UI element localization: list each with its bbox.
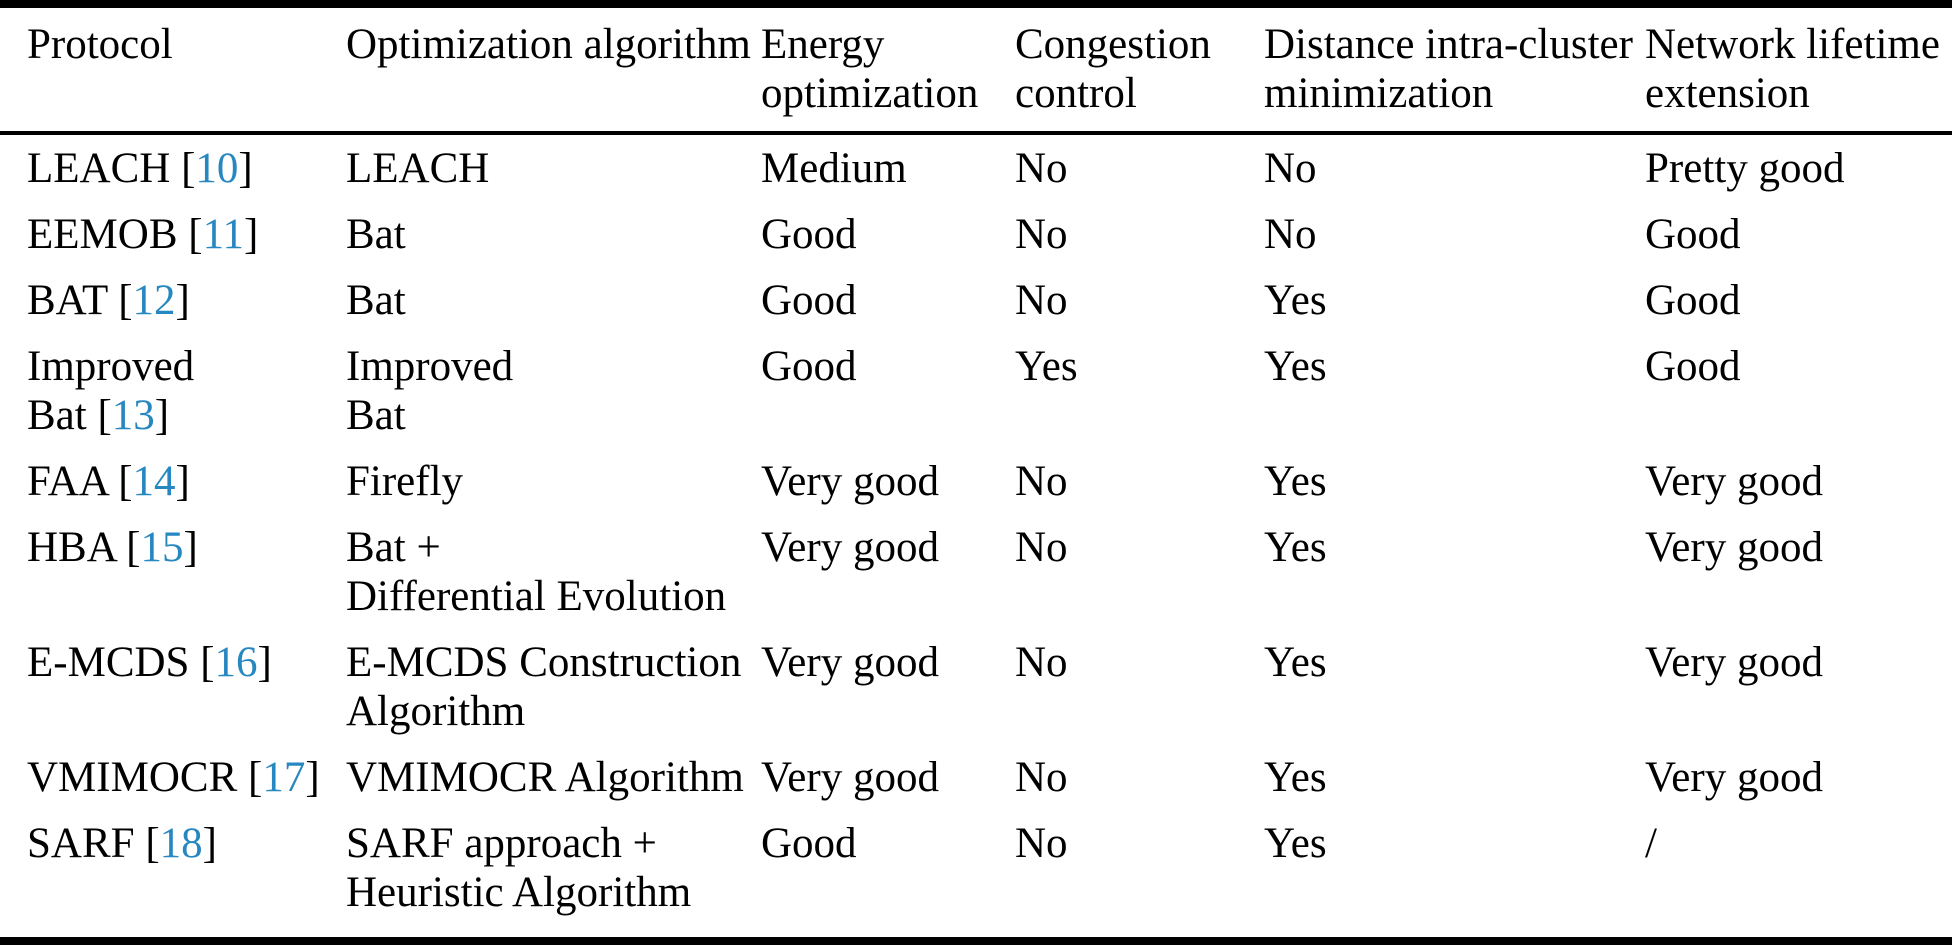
network-lifetime-cell: Good [1645, 211, 1741, 258]
citation-link[interactable]: 15 [140, 524, 184, 571]
column-header-algorithm: Optimization algorithm [346, 4, 761, 135]
network-lifetime-cell: Good [1645, 277, 1741, 324]
protocol-name: SARF [27, 820, 135, 867]
algorithm-cell: VMIMOCR Algorithm [346, 754, 744, 801]
network-lifetime-cell: Pretty good [1645, 145, 1845, 192]
energy-optimization-cell: Good [761, 343, 857, 390]
energy-optimization-cell: Good [761, 211, 857, 258]
congestion-control-cell: No [1015, 754, 1068, 801]
protocol-name: BAT [27, 277, 108, 324]
energy-optimization-cell: Very good [761, 524, 939, 571]
network-lifetime-cell: / [1645, 820, 1657, 867]
citation-link[interactable]: 10 [195, 145, 239, 192]
column-header-protocol: Protocol [0, 4, 346, 135]
distance-minimization-cell: Yes [1264, 277, 1327, 324]
distance-minimization-cell: Yes [1264, 458, 1327, 505]
citation-link[interactable]: 17 [262, 754, 306, 801]
citation-link[interactable]: 11 [202, 211, 244, 258]
protocol-cell: EEMOB [11] [27, 211, 259, 258]
table-row: VMIMOCR [17] VMIMOCR Algorithm Very good No… [0, 744, 1952, 810]
network-lifetime-cell: Very good [1645, 754, 1823, 801]
protocol-cell: BAT [12] [27, 277, 190, 324]
table-row: HBA [15] Bat + Differential Evolution Very… [0, 514, 1952, 629]
energy-optimization-cell: Medium [761, 145, 907, 192]
distance-minimization-cell: No [1264, 145, 1317, 192]
congestion-control-cell: No [1015, 211, 1068, 258]
citation-link[interactable]: 13 [111, 392, 155, 439]
table-row: FAA [14] Firefly Very good No Yes Very good [0, 448, 1952, 514]
table-row: LEACH [10] LEACH Medium No No Pretty good [0, 133, 1952, 201]
congestion-control-cell: No [1015, 820, 1068, 867]
column-header-congestion: Congestion control [1015, 4, 1264, 135]
distance-minimization-cell: Yes [1264, 754, 1327, 801]
congestion-control-cell: No [1015, 277, 1068, 324]
citation-link[interactable]: 18 [159, 820, 203, 867]
algorithm-cell: Bat + Differential Evolution [346, 524, 727, 620]
energy-optimization-cell: Good [761, 277, 857, 324]
distance-minimization-cell: Yes [1264, 343, 1327, 390]
algorithm-cell: Improved Bat [346, 343, 514, 439]
protocol-cell: SARF [18] [27, 820, 217, 867]
protocol-name: VMIMOCR [27, 754, 238, 801]
distance-minimization-cell: Yes [1264, 524, 1327, 571]
energy-optimization-cell: Good [761, 820, 857, 867]
protocol-cell: FAA [14] [27, 458, 190, 505]
network-lifetime-cell: Very good [1645, 458, 1823, 505]
protocol-cell: HBA [15] [27, 524, 198, 571]
algorithm-cell: Firefly [346, 458, 464, 505]
distance-minimization-cell: Yes [1264, 820, 1327, 867]
congestion-control-cell: No [1015, 145, 1068, 192]
table-row: Improved Bat [13] Improved Bat Good Yes Yes G… [0, 333, 1952, 448]
table-row: E-MCDS [16] E-MCDS Construction Algorithm… [0, 629, 1952, 744]
column-header-lifetime: Network lifetime extension [1645, 4, 1952, 135]
congestion-control-cell: Yes [1015, 343, 1078, 390]
citation-link[interactable]: 14 [132, 458, 176, 505]
protocol-cell: LEACH [10] [27, 145, 253, 192]
table-row: SARF [18] SARF approach + Heuristic Algor… [0, 810, 1952, 941]
algorithm-cell: Bat [346, 277, 406, 324]
header-row: Protocol Optimization algorithm Energy o… [0, 4, 1952, 135]
algorithm-cell: LEACH [346, 145, 490, 192]
table-body: LEACH [10] LEACH Medium No No Pretty good EEMO… [0, 133, 1952, 941]
distance-minimization-cell: No [1264, 211, 1317, 258]
algorithm-cell: SARF approach + Heuristic Algorithm [346, 820, 692, 916]
citation-link[interactable]: 16 [214, 639, 258, 686]
distance-minimization-cell: Yes [1264, 639, 1327, 686]
protocol-name: LEACH [27, 145, 171, 192]
algorithm-cell: E-MCDS Construction Algorithm [346, 639, 742, 735]
congestion-control-cell: No [1015, 639, 1068, 686]
citation-link[interactable]: 12 [132, 277, 176, 324]
network-lifetime-cell: Very good [1645, 639, 1823, 686]
protocol-name: EEMOB [27, 211, 178, 258]
protocol-name: Improved Bat [27, 343, 195, 439]
network-lifetime-cell: Good [1645, 343, 1741, 390]
algorithm-cell: Bat [346, 211, 406, 258]
protocol-name: FAA [27, 458, 108, 505]
table-header: Protocol Optimization algorithm Energy o… [0, 4, 1952, 135]
table-row: BAT [12] Bat Good No Yes Good [0, 267, 1952, 333]
energy-optimization-cell: Very good [761, 639, 939, 686]
column-header-energy: Energy optimization [761, 4, 1015, 135]
protocol-cell: E-MCDS [16] [27, 639, 272, 686]
energy-optimization-cell: Very good [761, 458, 939, 505]
table-row: EEMOB [11] Bat Good No No Good [0, 201, 1952, 267]
protocol-cell: VMIMOCR [17] [27, 754, 320, 801]
protocol-cell: Improved Bat [13] [27, 343, 195, 439]
protocol-name: E-MCDS [27, 639, 190, 686]
column-header-distance: Distance intra-cluster minimization [1264, 4, 1645, 135]
network-lifetime-cell: Very good [1645, 524, 1823, 571]
congestion-control-cell: No [1015, 458, 1068, 505]
protocol-name: HBA [27, 524, 116, 571]
congestion-control-cell: No [1015, 524, 1068, 571]
energy-optimization-cell: Very good [761, 754, 939, 801]
